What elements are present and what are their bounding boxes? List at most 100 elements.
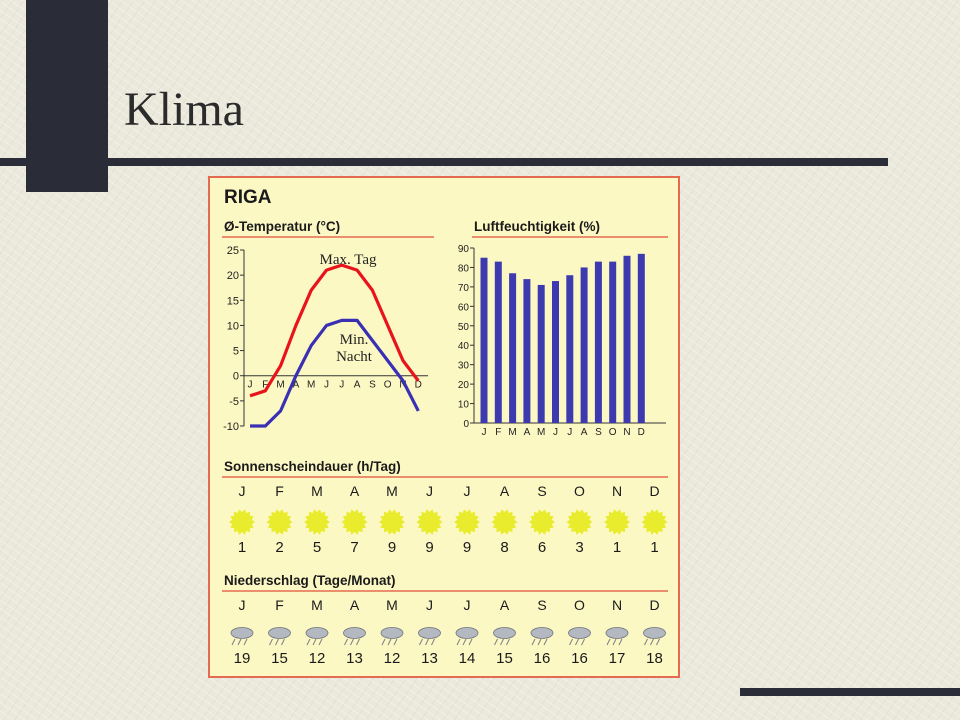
- precipitation-title: Niederschlag (Tage/Monat): [224, 573, 396, 588]
- precipitation-month-label: J: [464, 597, 471, 613]
- temperature-x-tick-label: A: [293, 380, 300, 391]
- sun-icon: [266, 509, 293, 535]
- precipitation-value: 14: [459, 650, 476, 667]
- sunshine-value: 7: [350, 539, 358, 556]
- precipitation-month-label: D: [649, 597, 659, 613]
- humidity-x-tick-label: F: [495, 427, 501, 438]
- precipitation-value: 15: [271, 650, 288, 667]
- precipitation-value: 18: [646, 650, 663, 667]
- sunshine-month-label: A: [500, 483, 510, 499]
- rain-drops-icon: [419, 638, 435, 646]
- sunshine-month-label: F: [275, 483, 284, 499]
- precipitation-month-label: N: [612, 597, 622, 613]
- humidity-bar: [580, 267, 588, 423]
- precipitation-month-label: J: [239, 597, 246, 613]
- temperature-y-tick-label: 0: [233, 371, 239, 383]
- humidity-bar: [537, 284, 545, 423]
- sunshine-value: 1: [613, 539, 621, 556]
- humidity-chart-title: Luftfeuchtigkeit (%): [474, 219, 600, 234]
- rain-cloud-icon: [380, 627, 404, 639]
- footer-rule: [740, 688, 960, 696]
- humidity-y-tick-label: 30: [458, 361, 470, 372]
- max-temperature-line: [249, 263, 420, 398]
- humidity-x-tick-label: J: [553, 427, 558, 438]
- min-line-label-second: Nacht: [336, 349, 373, 365]
- title-rule: [0, 158, 888, 166]
- rain-cloud-icon: [493, 627, 516, 639]
- precipitation-month-label: M: [311, 597, 323, 613]
- humidity-y-tick-label: 10: [458, 400, 470, 411]
- humidity-y-tick-label: 70: [458, 283, 470, 294]
- sunshine-month-label: S: [537, 483, 546, 499]
- rain-cloud-icon: [268, 627, 291, 639]
- temperature-x-tick-label: J: [248, 380, 253, 391]
- humidity-y-tick-label: 20: [458, 380, 470, 391]
- humidity-bar: [566, 275, 574, 423]
- temperature-y-tick-label: -5: [229, 396, 239, 408]
- temperature-x-tick-label: J: [339, 380, 344, 391]
- sunshine-value: 8: [500, 539, 508, 556]
- sunshine-title: Sonnenscheindauer (h/Tag): [224, 459, 401, 474]
- rain-drops-icon: [531, 638, 548, 646]
- rain-cloud-icon: [643, 627, 666, 639]
- sun-icon: [304, 509, 330, 535]
- sunshine-value: 1: [650, 539, 658, 556]
- temperature-x-tick-label: O: [384, 380, 392, 391]
- rain-cloud-icon: [230, 627, 254, 639]
- humidity-y-tick-label: 0: [463, 419, 469, 430]
- precipitation-month-label: O: [574, 597, 585, 613]
- sun-icon: [641, 509, 668, 535]
- precipitation-value: 19: [234, 650, 251, 667]
- rain-cloud-icon: [530, 627, 554, 639]
- rain-cloud-icon: [343, 627, 366, 639]
- sun-icon: [341, 509, 368, 535]
- humidity-y-tick-label: 60: [458, 302, 470, 313]
- sun-icon: [454, 509, 480, 535]
- sunshine-month-label: D: [649, 483, 659, 499]
- temperature-x-tick-label: A: [354, 380, 361, 391]
- sunshine-month-label: M: [386, 483, 398, 499]
- rain-drops-icon: [456, 638, 473, 646]
- sun-icon: [379, 509, 405, 535]
- sunshine-row: J F M A M J J A S O N D 1 2 5 7 9 9 9 8 6 3 1 1: [229, 483, 668, 556]
- rain-drops-icon: [269, 638, 285, 646]
- humidity-x-tick-label: A: [524, 427, 531, 438]
- humidity-y-tick-label: 80: [458, 263, 470, 274]
- sunshine-month-label: M: [311, 483, 323, 499]
- climate-chart-svg: RIGA Ø-Temperatur (°C) Luftfeuchtigkeit …: [222, 187, 668, 667]
- precipitation-month-label: A: [350, 597, 360, 613]
- sunshine-value: 1: [238, 539, 246, 556]
- precipitation-value: 17: [609, 650, 626, 667]
- humidity-bar: [523, 279, 531, 423]
- humidity-bar: [623, 255, 631, 423]
- humidity-bar: [480, 257, 488, 423]
- temperature-x-tick-label: F: [262, 380, 268, 391]
- temperature-y-tick-label: 25: [227, 245, 239, 257]
- sun-icon: [229, 509, 255, 535]
- sunshine-month-label: J: [464, 483, 471, 499]
- humidity-x-tick-label: M: [537, 427, 545, 438]
- rain-drops-icon: [306, 638, 323, 646]
- sun-icon: [416, 509, 443, 535]
- humidity-bar: [637, 253, 645, 423]
- sun-icon: [529, 509, 555, 535]
- sunshine-month-label: J: [426, 483, 433, 499]
- temperature-x-tick-label: D: [415, 380, 422, 391]
- temperature-x-tick-label: J: [324, 380, 329, 391]
- sunshine-value: 6: [538, 539, 546, 556]
- max-line-label: Max. Tag: [320, 252, 377, 268]
- precipitation-value: 16: [571, 650, 588, 667]
- rain-cloud-icon: [305, 627, 329, 639]
- sunshine-month-label: A: [350, 483, 360, 499]
- humidity-x-tick-label: O: [609, 427, 617, 438]
- rain-drops-icon: [569, 638, 585, 646]
- temperature-x-tick-label: M: [276, 380, 284, 391]
- temperature-y-tick-label: 20: [227, 270, 239, 282]
- city-title: RIGA: [224, 187, 272, 208]
- precipitation-month-label: J: [426, 597, 433, 613]
- precipitation-month-label: A: [500, 597, 510, 613]
- rain-drops-icon: [231, 638, 248, 646]
- humidity-bar: [494, 261, 502, 423]
